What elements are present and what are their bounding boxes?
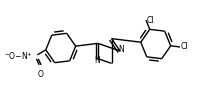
Text: O: O [37, 70, 43, 79]
Text: Cl: Cl [147, 16, 154, 25]
Text: $^{-}$O−N$^{+}$: $^{-}$O−N$^{+}$ [4, 50, 33, 62]
Text: N: N [94, 56, 100, 65]
Text: N: N [118, 45, 124, 54]
Text: Cl: Cl [181, 42, 188, 51]
